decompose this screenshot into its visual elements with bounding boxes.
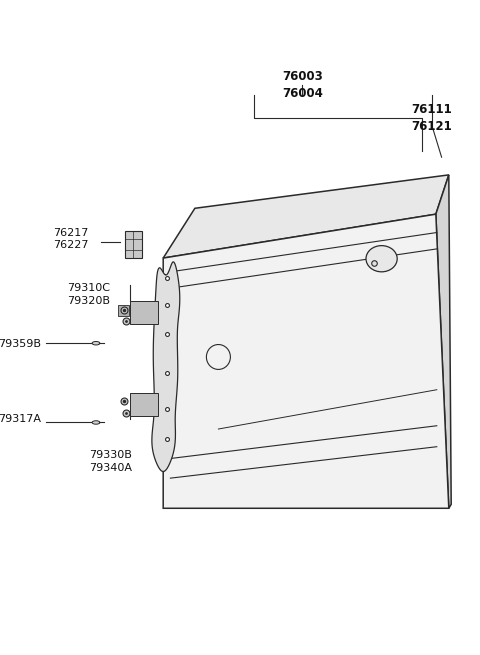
Text: 76111
76121: 76111 76121 [412,103,452,133]
Polygon shape [125,231,142,258]
Text: 79317A: 79317A [0,414,41,424]
Polygon shape [163,214,449,508]
Polygon shape [118,305,129,316]
Text: 76003
76004: 76003 76004 [282,70,323,100]
Text: 79310C
79320B: 79310C 79320B [67,284,110,306]
Polygon shape [152,262,180,472]
Text: 79330B
79340A: 79330B 79340A [89,451,132,473]
Polygon shape [130,301,158,324]
Text: 79359B: 79359B [0,339,41,349]
Ellipse shape [92,341,100,345]
Ellipse shape [366,246,397,272]
Polygon shape [130,393,158,416]
Text: 76217
76227: 76217 76227 [53,228,89,250]
Ellipse shape [92,421,100,424]
Polygon shape [163,175,449,258]
Polygon shape [436,175,451,508]
